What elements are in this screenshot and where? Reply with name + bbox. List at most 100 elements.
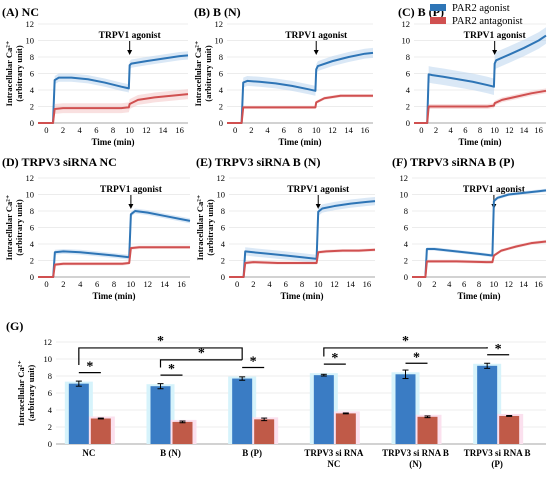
x-tick-label: 8	[298, 125, 302, 135]
y-tick-label: 8	[404, 206, 408, 216]
y-tick-label: 0	[48, 439, 52, 449]
panel-title: (F) TRPV3 siRNA B (P)	[392, 155, 514, 169]
bar-antagonist	[90, 418, 111, 444]
panel-title: (B) B (N)	[194, 5, 241, 19]
x-tick-label: 12	[328, 125, 337, 135]
annotation-label: TRPV1 agonist	[100, 185, 163, 195]
y-tick-label: 8	[221, 206, 225, 216]
x-tick-label: 10	[125, 125, 134, 135]
bar-group	[228, 376, 279, 444]
significance-star: *	[86, 360, 93, 375]
y-axis-label-line: (arbitrary unit)	[14, 199, 24, 256]
y-tick-label: 0	[30, 272, 34, 282]
significance-star: *	[413, 350, 420, 365]
y-tick-label: 10	[44, 354, 53, 364]
legend-agonist-swatch	[430, 4, 446, 11]
x-tick-label: 6	[282, 125, 286, 135]
bar-antagonist	[499, 415, 520, 444]
series-line-antagonist	[38, 93, 189, 124]
y-tick-label: 6	[30, 223, 34, 233]
x-tick-label: 6	[94, 125, 98, 135]
y-tick-label: 12	[215, 19, 224, 29]
significance-bracket	[159, 359, 243, 368]
series-band-agonist	[54, 51, 188, 93]
significance-bracket	[323, 347, 488, 357]
x-tick-label: 8	[478, 125, 482, 135]
y-axis-label-line: (arbitrary unit)	[26, 365, 36, 422]
x-tick-label: 16	[177, 279, 186, 289]
x-tick-label: 0	[233, 125, 237, 135]
y-tick-label: 2	[221, 256, 225, 266]
x-tick-label: 4	[265, 125, 270, 135]
line-panel-a: (A) NC 0 2 4 6 8 10 12 0 2 4 6 8 10 12 14 16 Time (min) In…	[2, 5, 189, 147]
y-tick-label: 10	[217, 190, 226, 200]
x-tick-label: 8	[111, 125, 115, 135]
y-tick-label: 6	[30, 69, 34, 79]
significance-star: *	[331, 351, 338, 366]
x-tick-label: 14	[344, 125, 353, 135]
y-tick-label: 12	[400, 173, 409, 183]
line-panel-b: (B) B (N) 0 2 4 6 8 10 12 0 2 4 6 8 10 12 14 16 Time (min…	[193, 5, 374, 147]
y-tick-label: 4	[48, 405, 53, 415]
x-tick-label: 4	[267, 279, 272, 289]
x-axis-label: Time (min)	[457, 291, 500, 301]
x-tick-label: 10	[312, 125, 321, 135]
x-axis-label: Time (min)	[458, 137, 501, 147]
category-label: B (P)	[242, 448, 262, 458]
category-label: NC	[82, 448, 95, 458]
y-tick-label: 2	[30, 256, 34, 266]
x-tick-label: 14	[159, 125, 168, 135]
y-tick-label: 2	[30, 102, 34, 112]
series-band-agonist	[428, 27, 546, 95]
y-axis-label: Intracellular Ca²⁺(arbitrary unit)	[193, 41, 213, 107]
annotation-arrow-head	[128, 204, 134, 209]
annotation-label: TRPV1 agonist	[285, 31, 348, 41]
significance-star: *	[198, 346, 205, 361]
y-axis-label-line: (arbitrary unit)	[14, 45, 24, 102]
x-tick-label: 2	[61, 125, 65, 135]
y-axis-label: Intracellular Ca²⁺(arbitrary unit)	[16, 360, 36, 426]
x-tick-label: 12	[505, 125, 514, 135]
x-axis-label: Time (min)	[92, 291, 135, 301]
y-tick-label: 2	[48, 422, 52, 432]
series-line-agonist	[229, 200, 376, 278]
annotation-arrow-head	[313, 50, 319, 55]
category-label: NC	[327, 459, 340, 469]
y-tick-label: 12	[44, 337, 53, 347]
y-tick-label: 12	[26, 19, 35, 29]
x-tick-label: 12	[142, 125, 151, 135]
y-tick-label: 8	[30, 206, 34, 216]
bar-agonist	[395, 374, 416, 444]
bar-antagonist	[172, 421, 193, 444]
y-tick-label: 12	[26, 173, 35, 183]
x-tick-label: 16	[534, 125, 543, 135]
series-line-agonist	[38, 210, 191, 278]
y-tick-label: 4	[406, 85, 411, 95]
x-tick-label: 12	[144, 279, 153, 289]
y-axis-label-line: (arbitrary unit)	[205, 199, 215, 256]
y-tick-label: 6	[406, 69, 410, 79]
annotation-label: TRPV1 agonist	[464, 31, 527, 41]
x-axis-label: Time (min)	[278, 137, 321, 147]
x-tick-label: 6	[463, 125, 467, 135]
bar-group	[64, 380, 115, 444]
significance-bracket	[78, 347, 243, 365]
series-line-antagonist	[229, 248, 376, 278]
y-tick-label: 6	[404, 223, 408, 233]
x-tick-label: 12	[505, 279, 514, 289]
y-tick-label: 8	[30, 52, 34, 62]
y-axis-label-line: Intracellular Ca²⁺	[4, 195, 14, 261]
legend: PAR2 agonist PAR2 antagonist	[430, 3, 523, 27]
y-tick-label: 4	[219, 85, 224, 95]
line-panel-d: (D) TRPV3 siRNA NC 0 2 4 6 8 10 12 0 2 4 6 8 10 12 14 16…	[2, 155, 191, 301]
legend-antagonist-swatch	[430, 17, 446, 24]
series-line-agonist	[227, 51, 374, 124]
x-axis-label: Time (min)	[280, 291, 323, 301]
x-tick-label: 16	[363, 279, 372, 289]
significance-star: *	[495, 342, 502, 357]
significance-star: *	[250, 355, 257, 370]
series-line-antagonist	[412, 240, 547, 278]
